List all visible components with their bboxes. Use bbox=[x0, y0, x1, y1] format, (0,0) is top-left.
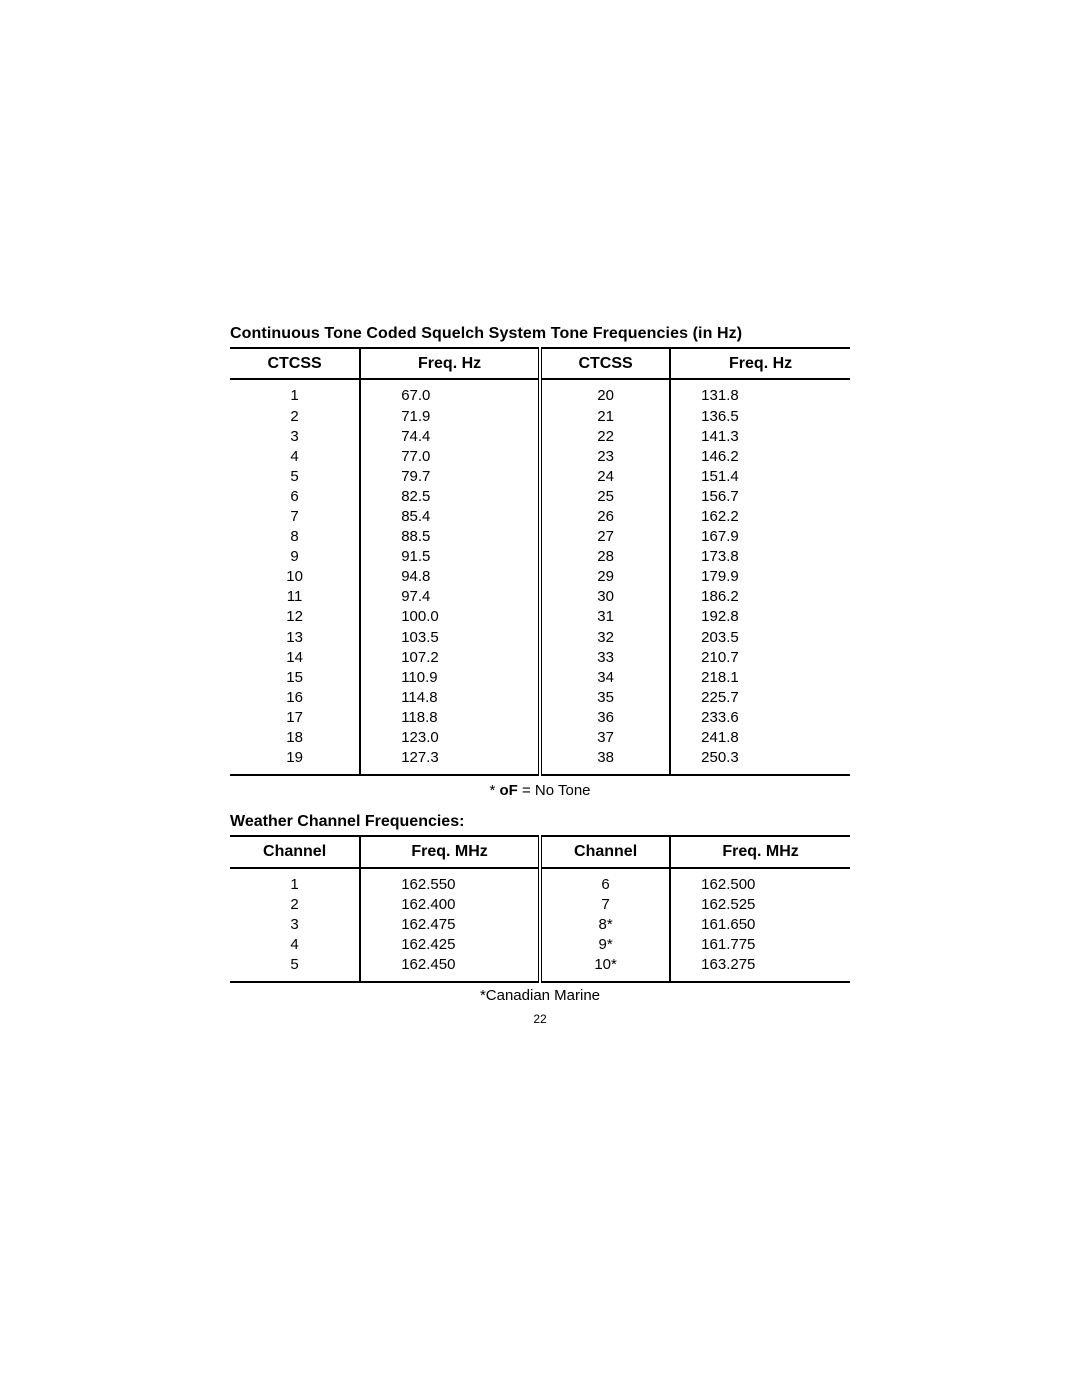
ctcss-col-header-3: CTCSS bbox=[540, 348, 670, 379]
page-number: 22 bbox=[230, 1012, 850, 1026]
weather-col-header-3: Channel bbox=[540, 836, 670, 867]
weather-header-row: Channel Freq. MHz Channel Freq. MHz bbox=[230, 836, 850, 867]
note-prefix: * bbox=[489, 782, 499, 799]
ctcss-right-codes: 20212223242526272829303132333435363738 bbox=[542, 386, 669, 768]
weather-col-header-2: Freq. MHz bbox=[360, 836, 540, 867]
ctcss-note: * oF = No Tone bbox=[230, 782, 850, 799]
note-suffix: = No Tone bbox=[518, 782, 591, 799]
ctcss-left-freqs: 67.071.974.477.079.782.585.488.591.594.8… bbox=[401, 386, 538, 768]
weather-data-row: 12345 162.550162.400162.475162.425162.45… bbox=[230, 868, 850, 982]
page: Continuous Tone Coded Squelch System Ton… bbox=[0, 0, 1080, 1397]
ctcss-col-header-4: Freq. Hz bbox=[670, 348, 850, 379]
ctcss-left-codes: 12345678910111213141516171819 bbox=[230, 386, 359, 768]
content-block: Continuous Tone Coded Squelch System Ton… bbox=[230, 325, 850, 1026]
weather-table: Channel Freq. MHz Channel Freq. MHz 1234… bbox=[230, 835, 850, 983]
ctcss-title: Continuous Tone Coded Squelch System Ton… bbox=[230, 325, 850, 343]
ctcss-header-row: CTCSS Freq. Hz CTCSS Freq. Hz bbox=[230, 348, 850, 379]
ctcss-table: CTCSS Freq. Hz CTCSS Freq. Hz 1234567891… bbox=[230, 347, 850, 776]
weather-col-header-4: Freq. MHz bbox=[670, 836, 850, 867]
ctcss-col-header-1: CTCSS bbox=[230, 348, 360, 379]
weather-left-channels: 12345 bbox=[230, 875, 359, 975]
weather-left-freqs: 162.550162.400162.475162.425162.450 bbox=[401, 875, 538, 975]
weather-title: Weather Channel Frequencies: bbox=[230, 813, 850, 831]
ctcss-col-header-2: Freq. Hz bbox=[360, 348, 540, 379]
ctcss-right-freqs: 131.8136.5141.3146.2151.4156.7162.2167.9… bbox=[701, 386, 850, 768]
ctcss-data-row: 12345678910111213141516171819 67.071.974… bbox=[230, 379, 850, 775]
weather-right-channels: 678*9*10* bbox=[542, 875, 669, 975]
weather-footnote: *Canadian Marine bbox=[230, 987, 850, 1004]
weather-col-header-1: Channel bbox=[230, 836, 360, 867]
note-bold: oF bbox=[499, 782, 517, 799]
weather-right-freqs: 162.500162.525161.650161.775163.275 bbox=[701, 875, 850, 975]
